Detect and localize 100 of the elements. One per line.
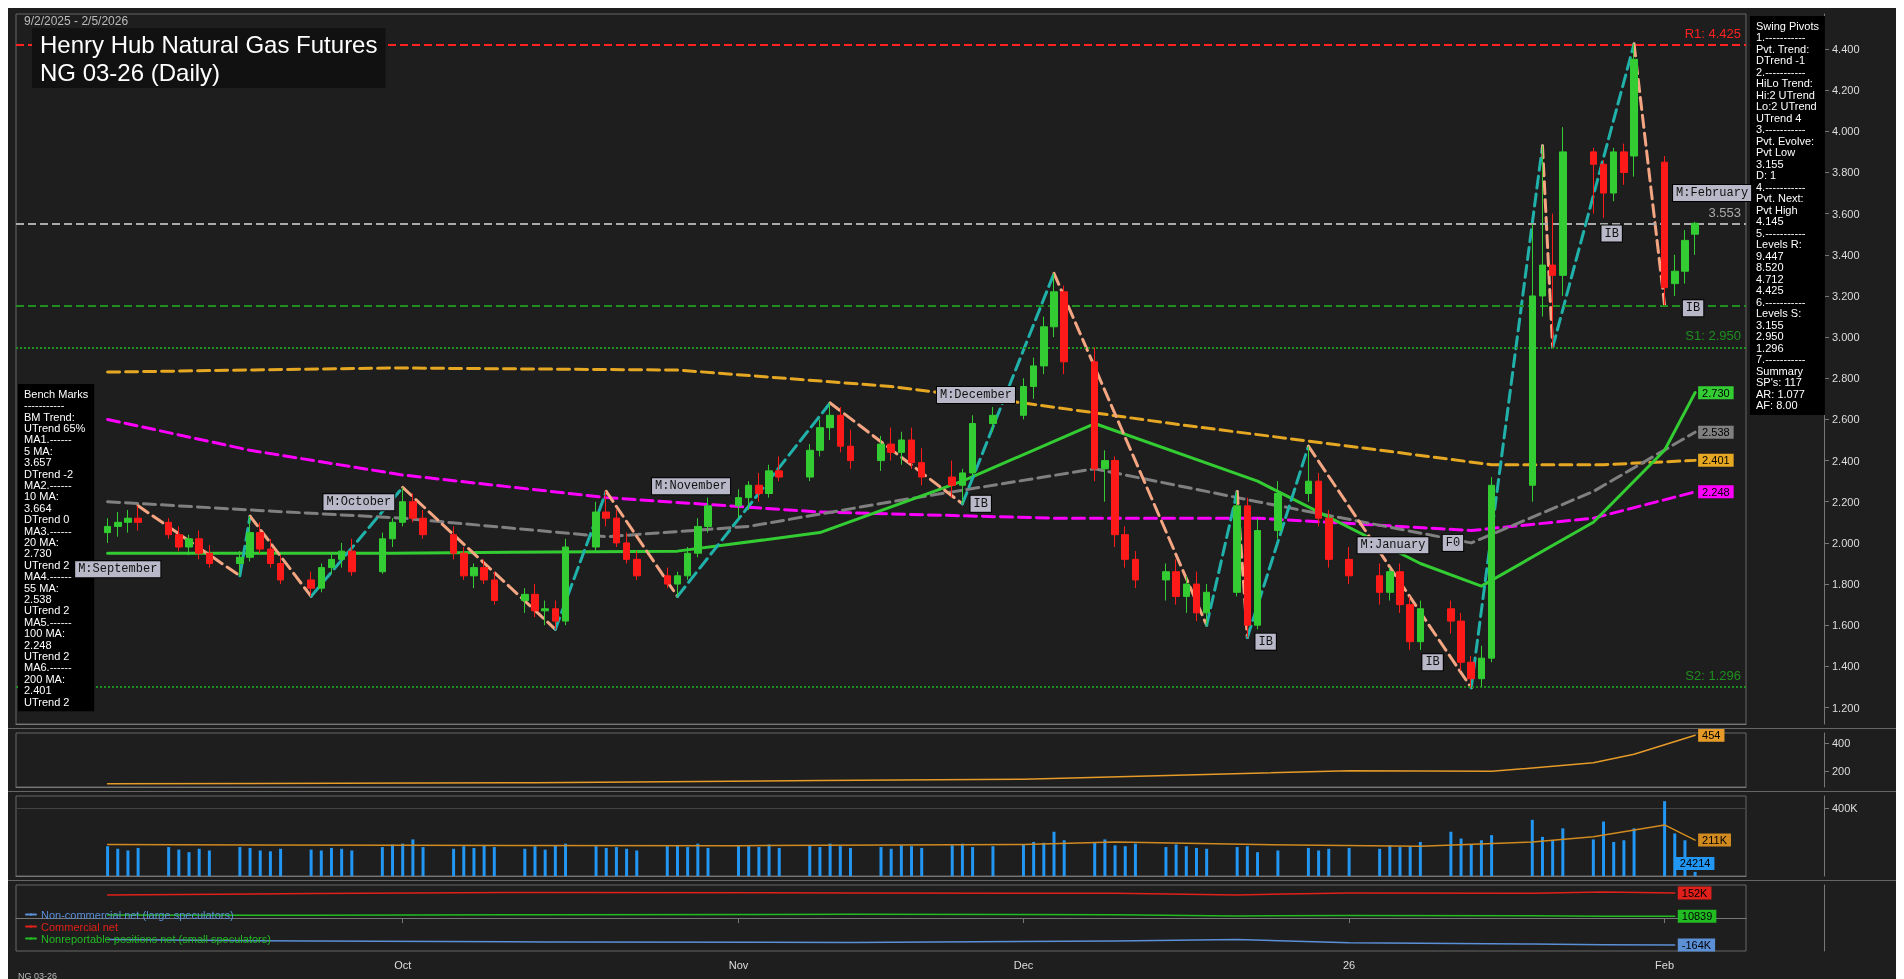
candlestick (1406, 595, 1414, 651)
bar (1174, 844, 1178, 876)
candlestick (684, 546, 691, 581)
candlestick (1111, 455, 1119, 548)
bar (401, 843, 405, 876)
data-label: -164K (1681, 939, 1712, 952)
candlestick (674, 571, 681, 597)
candlestick (1529, 223, 1536, 503)
y-tick-label: 3.200 (1832, 289, 1860, 302)
bar (1612, 841, 1616, 876)
bar (197, 848, 201, 876)
bar (1479, 840, 1483, 876)
candlestick (491, 571, 498, 606)
ref-line-label: S1: 2.950 (1685, 328, 1741, 344)
data-label: 211K (1702, 834, 1728, 847)
data-label: 454 (1702, 729, 1721, 742)
bar (238, 847, 242, 876)
bar (838, 846, 842, 876)
candlestick (450, 525, 457, 560)
candlestick (379, 532, 386, 575)
candlestick (1030, 357, 1037, 400)
bar (1113, 845, 1117, 876)
candlestick (1691, 221, 1699, 256)
candlestick (318, 562, 325, 593)
bar (452, 848, 456, 876)
bar (543, 849, 547, 876)
bar (686, 847, 690, 876)
candlestick (1315, 472, 1322, 527)
candlestick (470, 562, 478, 589)
y-tick-label: 3.000 (1832, 331, 1860, 344)
bar (1245, 846, 1249, 876)
bar (106, 846, 110, 876)
annotation: M:December (939, 387, 1012, 402)
bar (808, 845, 812, 876)
bar (1062, 840, 1066, 876)
candlestick (806, 443, 814, 482)
bar (564, 843, 568, 876)
annotation: IB (1258, 634, 1273, 649)
bar (1459, 838, 1463, 876)
candlestick (1610, 147, 1617, 202)
data-label: 2.730 (1702, 386, 1730, 399)
bar (1327, 848, 1331, 876)
bar (635, 850, 639, 876)
bar (696, 843, 700, 876)
bar (950, 845, 954, 876)
data-label: 24214 (1679, 857, 1711, 870)
bar (1123, 846, 1127, 876)
candlestick (1417, 600, 1424, 651)
bar (1042, 842, 1046, 876)
annotation: M:January (1360, 538, 1426, 553)
text: Henry Hub Natural Gas Futures (40, 30, 378, 58)
candlestick (185, 534, 193, 556)
bar (248, 847, 252, 876)
y-tick-label: 3.800 (1832, 166, 1860, 179)
candlestick (1345, 546, 1353, 585)
candlestick (1162, 562, 1170, 602)
candlestick (389, 517, 396, 548)
candlestick (948, 460, 956, 499)
bar (1622, 840, 1626, 876)
bar (1693, 871, 1697, 876)
bar (675, 845, 679, 876)
bar (553, 845, 557, 876)
candlestick (267, 538, 274, 569)
candlestick (1091, 346, 1098, 482)
bar (207, 850, 211, 876)
y-tick-label: 2.200 (1832, 495, 1860, 508)
bar (380, 847, 384, 876)
bar (421, 847, 425, 876)
bar (1093, 841, 1097, 876)
bar (971, 847, 975, 876)
bar (848, 847, 852, 876)
candlestick (480, 558, 488, 585)
bar (777, 847, 781, 876)
bar (462, 846, 466, 876)
candlestick (694, 517, 702, 558)
bar (116, 848, 120, 876)
bar (1306, 847, 1310, 876)
bar (1398, 847, 1402, 876)
bar (1418, 841, 1422, 876)
bar (340, 848, 344, 876)
data-label: 10839 (1681, 910, 1713, 923)
bar (1663, 801, 1667, 876)
candlestick (908, 427, 915, 470)
candlestick (1630, 43, 1638, 178)
annotation: IB (973, 496, 988, 511)
bar (1205, 848, 1209, 876)
bar (1021, 844, 1025, 876)
bar (1408, 846, 1412, 876)
candlestick (1620, 143, 1628, 186)
bar (319, 850, 323, 876)
y-tick-label: 1.200 (1832, 701, 1860, 714)
candlestick (134, 505, 142, 532)
bar (1449, 831, 1453, 876)
bar (1540, 836, 1544, 876)
candlestick (816, 418, 824, 457)
candlestick (1203, 583, 1210, 626)
bar (747, 846, 751, 876)
candlestick (592, 501, 600, 552)
candlestick (1386, 567, 1394, 602)
candlestick (419, 509, 427, 540)
